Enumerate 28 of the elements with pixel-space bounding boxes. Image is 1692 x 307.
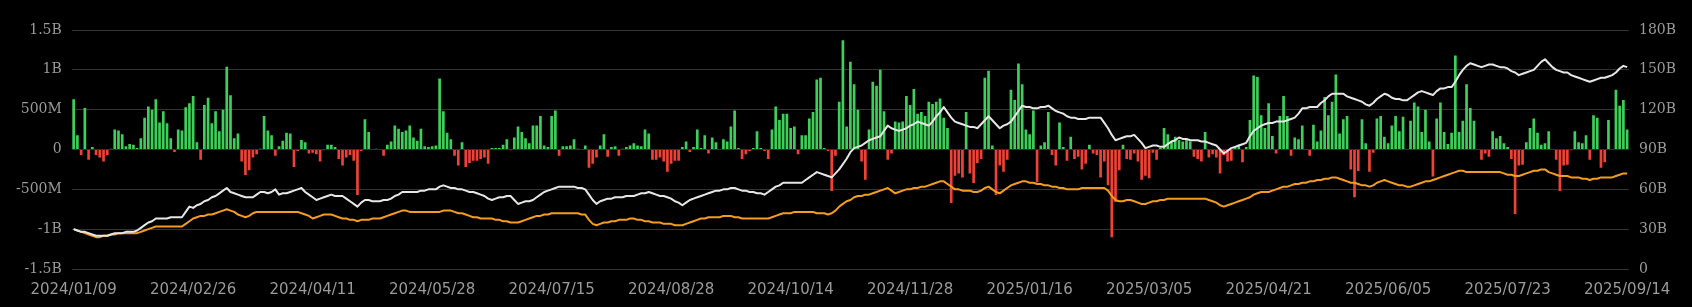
x-tick-label: 2024/07/15 (508, 279, 595, 298)
y2-tick-label: 150B (1638, 60, 1677, 77)
x-tick-label: 2024/10/14 (747, 279, 834, 298)
y2-tick-label: 120B (1638, 100, 1677, 117)
y-tick-label: -1.5B (24, 259, 62, 276)
y-tick-label: 1.5B (29, 20, 62, 37)
y2-tick-label: 180B (1638, 20, 1677, 37)
y2-tick-label: 60B (1638, 179, 1668, 196)
y-tick-label: 1B (42, 60, 62, 77)
x-tick-label: 2025/06/05 (1344, 279, 1432, 298)
x-tick-label: 2024/05/28 (388, 279, 476, 298)
x-tick-label: 2025/01/16 (986, 279, 1073, 298)
y-tick-label: 500M (20, 100, 62, 117)
y2-tick-label: 90B (1638, 140, 1668, 157)
y-tick-label: -1B (37, 219, 62, 236)
x-tick-label: 2024/08/28 (627, 279, 715, 298)
x-tick-label: 2025/04/21 (1225, 279, 1312, 298)
x-tick-label: 2025/09/14 (1583, 279, 1671, 298)
y2-tick-label: 0 (1638, 259, 1648, 276)
y-tick-label: -500M (15, 179, 62, 196)
x-tick-label: 2025/03/05 (1105, 279, 1193, 298)
x-tick-label: 2024/11/28 (866, 279, 954, 298)
x-tick-label: 2024/01/09 (30, 279, 117, 298)
x-tick-label: 2024/02/26 (149, 279, 237, 298)
y-tick-label: 0 (52, 140, 62, 157)
y2-tick-label: 30B (1638, 219, 1668, 236)
x-tick-label: 2025/07/23 (1464, 279, 1551, 298)
x-tick-label: 2024/04/11 (269, 279, 356, 298)
